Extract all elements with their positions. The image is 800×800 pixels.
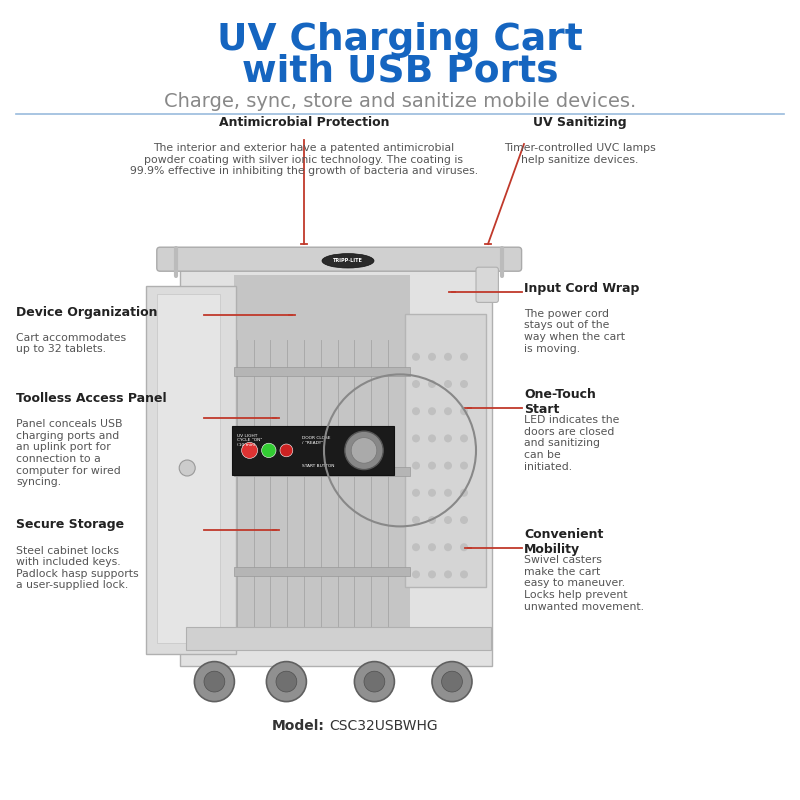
Text: Charge, sync, store and sanitize mobile devices.: Charge, sync, store and sanitize mobile … [164, 92, 636, 111]
Circle shape [444, 353, 452, 361]
Circle shape [266, 662, 306, 702]
Text: UV Sanitizing: UV Sanitizing [533, 116, 627, 129]
Circle shape [460, 462, 468, 470]
Circle shape [351, 438, 377, 463]
FancyBboxPatch shape [234, 567, 410, 576]
Circle shape [460, 516, 468, 524]
FancyBboxPatch shape [157, 294, 220, 643]
Text: Input Cord Wrap: Input Cord Wrap [524, 282, 639, 294]
Text: DOOR CLOSE
/ "READY": DOOR CLOSE / "READY" [302, 436, 331, 445]
Circle shape [412, 407, 420, 415]
FancyBboxPatch shape [476, 267, 498, 302]
Text: LED indicates the
doors are closed
and sanitizing
can be
initiated.: LED indicates the doors are closed and s… [524, 415, 619, 472]
Circle shape [460, 380, 468, 388]
Circle shape [194, 662, 234, 702]
Circle shape [444, 434, 452, 442]
Text: Antimicrobial Protection: Antimicrobial Protection [218, 116, 390, 129]
Circle shape [460, 489, 468, 497]
FancyBboxPatch shape [405, 314, 486, 587]
FancyBboxPatch shape [234, 367, 410, 376]
Text: Steel cabinet locks
with included keys.
Padlock hasp supports
a user-supplied lo: Steel cabinet locks with included keys. … [16, 546, 138, 590]
Circle shape [412, 489, 420, 497]
Circle shape [354, 662, 394, 702]
Text: Model:: Model: [272, 719, 325, 734]
Text: Device Organization: Device Organization [16, 306, 158, 318]
Circle shape [444, 570, 452, 578]
Text: UV LIGHT
CYCLE "ON"
(10 min): UV LIGHT CYCLE "ON" (10 min) [237, 434, 262, 446]
Circle shape [442, 671, 462, 692]
Circle shape [345, 431, 383, 470]
Circle shape [444, 462, 452, 470]
FancyBboxPatch shape [186, 627, 491, 650]
FancyBboxPatch shape [146, 286, 236, 654]
Circle shape [460, 407, 468, 415]
FancyBboxPatch shape [234, 467, 410, 476]
Circle shape [412, 434, 420, 442]
Circle shape [460, 353, 468, 361]
Text: START BUTTON: START BUTTON [302, 464, 335, 468]
Text: Toolless Access Panel: Toolless Access Panel [16, 392, 166, 405]
Circle shape [179, 460, 195, 476]
Circle shape [460, 434, 468, 442]
FancyBboxPatch shape [232, 426, 394, 475]
Circle shape [364, 671, 385, 692]
Circle shape [428, 380, 436, 388]
Circle shape [412, 462, 420, 470]
Circle shape [242, 442, 258, 458]
Circle shape [444, 380, 452, 388]
Text: UV Charging Cart: UV Charging Cart [217, 22, 583, 58]
FancyBboxPatch shape [234, 275, 410, 650]
Circle shape [412, 543, 420, 551]
Circle shape [428, 489, 436, 497]
Circle shape [444, 516, 452, 524]
FancyBboxPatch shape [180, 262, 492, 666]
Circle shape [412, 516, 420, 524]
Text: Convenient
Mobility: Convenient Mobility [524, 528, 603, 556]
Text: Cart accommodates
up to 32 tablets.: Cart accommodates up to 32 tablets. [16, 333, 126, 354]
Text: TRIPP·LITE: TRIPP·LITE [333, 258, 363, 263]
Circle shape [428, 570, 436, 578]
Circle shape [428, 462, 436, 470]
Text: Secure Storage: Secure Storage [16, 518, 124, 531]
Circle shape [444, 407, 452, 415]
Circle shape [276, 671, 297, 692]
Circle shape [262, 443, 276, 458]
Circle shape [444, 489, 452, 497]
Circle shape [428, 516, 436, 524]
Circle shape [428, 543, 436, 551]
Text: Timer-controlled UVC lamps
help sanitize devices.: Timer-controlled UVC lamps help sanitize… [504, 143, 656, 165]
Text: with USB Ports: with USB Ports [242, 54, 558, 90]
Text: Swivel casters
make the cart
easy to maneuver.
Locks help prevent
unwanted movem: Swivel casters make the cart easy to man… [524, 555, 644, 611]
Ellipse shape [322, 254, 374, 268]
Circle shape [444, 543, 452, 551]
Circle shape [460, 543, 468, 551]
Text: The power cord
stays out of the
way when the cart
is moving.: The power cord stays out of the way when… [524, 309, 625, 354]
Circle shape [428, 407, 436, 415]
Circle shape [432, 662, 472, 702]
FancyBboxPatch shape [157, 247, 522, 271]
Circle shape [412, 380, 420, 388]
Circle shape [428, 353, 436, 361]
Circle shape [280, 444, 293, 457]
Circle shape [204, 671, 225, 692]
Circle shape [412, 570, 420, 578]
Circle shape [460, 570, 468, 578]
Text: CSC32USBWHG: CSC32USBWHG [330, 719, 438, 734]
Circle shape [428, 434, 436, 442]
Circle shape [412, 353, 420, 361]
Text: One-Touch
Start: One-Touch Start [524, 388, 596, 416]
Text: Panel conceals USB
charging ports and
an uplink port for
connection to a
compute: Panel conceals USB charging ports and an… [16, 419, 122, 487]
Text: The interior and exterior have a patented antimicrobial
powder coating with silv: The interior and exterior have a patente… [130, 143, 478, 177]
